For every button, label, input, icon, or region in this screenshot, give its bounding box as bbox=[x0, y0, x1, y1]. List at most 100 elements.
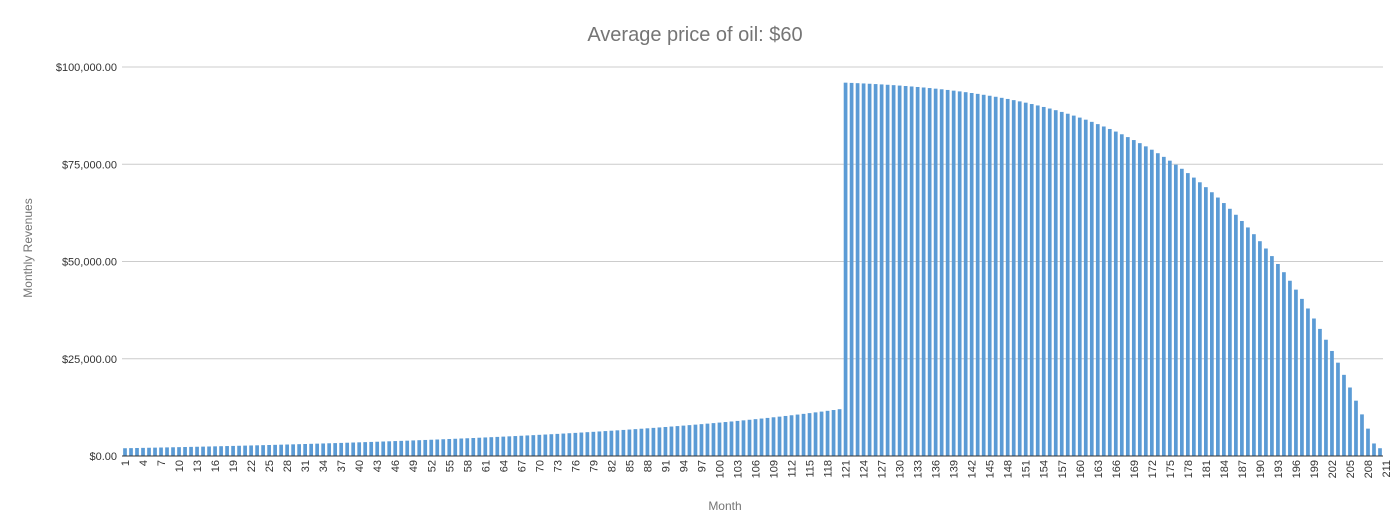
bar bbox=[447, 439, 452, 456]
y-axis-label: Monthly Revenues bbox=[21, 198, 35, 297]
bar bbox=[213, 446, 217, 456]
bar bbox=[141, 447, 145, 456]
bar bbox=[387, 441, 392, 456]
bar bbox=[1372, 443, 1376, 456]
bar bbox=[741, 420, 746, 456]
bar bbox=[1282, 272, 1286, 456]
bar bbox=[561, 433, 566, 456]
chart-title: Average price of oil: $60 bbox=[587, 24, 802, 46]
x-tick-label: 211 bbox=[1381, 460, 1393, 478]
bar bbox=[1113, 131, 1118, 456]
x-tick-label: 109 bbox=[769, 460, 781, 478]
bar bbox=[369, 441, 374, 456]
x-axis-ticks: 1 4 7 10 13 16 19 22 25 28 31 34 37 40 43 46 49 52 55 58 61 6… bbox=[120, 460, 1400, 478]
x-tick-label: 139 bbox=[949, 460, 961, 478]
y-axis-ticks: $0.00 $25,000.00 $50,000.00 $75,000.00 $100,… bbox=[56, 62, 117, 463]
bar bbox=[675, 426, 680, 456]
bar bbox=[1312, 318, 1316, 456]
bar bbox=[1089, 121, 1094, 456]
x-tick-label: 31 bbox=[300, 460, 312, 472]
bar bbox=[1264, 248, 1268, 456]
bar bbox=[663, 426, 668, 456]
bar bbox=[759, 418, 764, 456]
bar bbox=[291, 444, 295, 456]
x-tick-label: 91 bbox=[660, 460, 672, 472]
x-tick-label: 25 bbox=[264, 460, 276, 472]
bar bbox=[1234, 214, 1238, 456]
bar bbox=[135, 447, 139, 456]
x-tick-label: 151 bbox=[1021, 460, 1033, 478]
bar bbox=[159, 447, 163, 456]
bar bbox=[807, 413, 812, 456]
bar bbox=[1185, 173, 1190, 456]
x-tick-label: 49 bbox=[408, 460, 420, 472]
bar bbox=[1240, 220, 1244, 456]
x-tick-label: 100 bbox=[714, 460, 726, 478]
x-tick-label: 178 bbox=[1183, 460, 1195, 478]
x-tick-label: 10 bbox=[174, 460, 186, 472]
bar bbox=[921, 87, 926, 456]
bar bbox=[1222, 203, 1226, 456]
bar bbox=[471, 437, 476, 456]
x-tick-label: 181 bbox=[1201, 460, 1213, 478]
bar bbox=[1197, 182, 1202, 456]
bar bbox=[1143, 146, 1148, 456]
bar bbox=[579, 432, 584, 456]
bar bbox=[699, 424, 704, 456]
bar bbox=[747, 419, 752, 456]
bar bbox=[411, 440, 416, 456]
bar bbox=[207, 446, 211, 456]
bar bbox=[885, 84, 890, 457]
bar bbox=[1294, 289, 1298, 456]
bar bbox=[1101, 126, 1106, 457]
x-tick-label: 145 bbox=[985, 460, 997, 478]
bar bbox=[789, 415, 794, 456]
bar bbox=[783, 415, 788, 456]
bar bbox=[765, 417, 770, 456]
x-tick-label: 127 bbox=[877, 460, 889, 478]
bar bbox=[693, 424, 698, 456]
bar bbox=[285, 444, 289, 456]
bar bbox=[1107, 128, 1112, 456]
bar bbox=[501, 436, 506, 456]
x-tick-label: 163 bbox=[1093, 460, 1105, 478]
bar bbox=[573, 432, 578, 456]
bar bbox=[1071, 115, 1076, 457]
x-tick-label: 190 bbox=[1255, 460, 1267, 478]
x-tick-label: 19 bbox=[228, 460, 240, 472]
bar bbox=[1288, 280, 1292, 456]
bar bbox=[1005, 98, 1010, 456]
bar bbox=[165, 447, 169, 456]
bar bbox=[603, 431, 608, 456]
bar bbox=[981, 94, 986, 456]
bar bbox=[933, 88, 938, 456]
bar bbox=[1065, 113, 1070, 456]
bar bbox=[333, 443, 338, 456]
x-tick-label: 76 bbox=[570, 460, 582, 472]
bar bbox=[231, 445, 235, 456]
bar bbox=[993, 96, 998, 457]
bar bbox=[177, 447, 181, 456]
bar bbox=[1029, 104, 1034, 456]
bar bbox=[483, 437, 488, 456]
x-tick-label: 187 bbox=[1237, 460, 1249, 478]
x-tick-label: 58 bbox=[462, 460, 474, 472]
bar bbox=[1137, 143, 1142, 456]
bar bbox=[969, 93, 974, 456]
y-tick-label: $0.00 bbox=[89, 451, 117, 463]
bar bbox=[1318, 328, 1322, 456]
bar bbox=[1252, 234, 1256, 456]
x-tick-label: 196 bbox=[1291, 460, 1303, 478]
x-tick-label: 154 bbox=[1039, 460, 1051, 478]
x-tick-label: 148 bbox=[1003, 460, 1015, 478]
bar bbox=[1035, 105, 1040, 457]
bar bbox=[1131, 140, 1136, 457]
bar bbox=[327, 443, 332, 456]
x-tick-label: 106 bbox=[751, 460, 763, 478]
x-tick-label: 115 bbox=[805, 460, 817, 478]
bar bbox=[543, 434, 548, 456]
x-tick-label: 43 bbox=[372, 460, 384, 472]
bar bbox=[477, 437, 482, 456]
bar bbox=[975, 93, 980, 457]
